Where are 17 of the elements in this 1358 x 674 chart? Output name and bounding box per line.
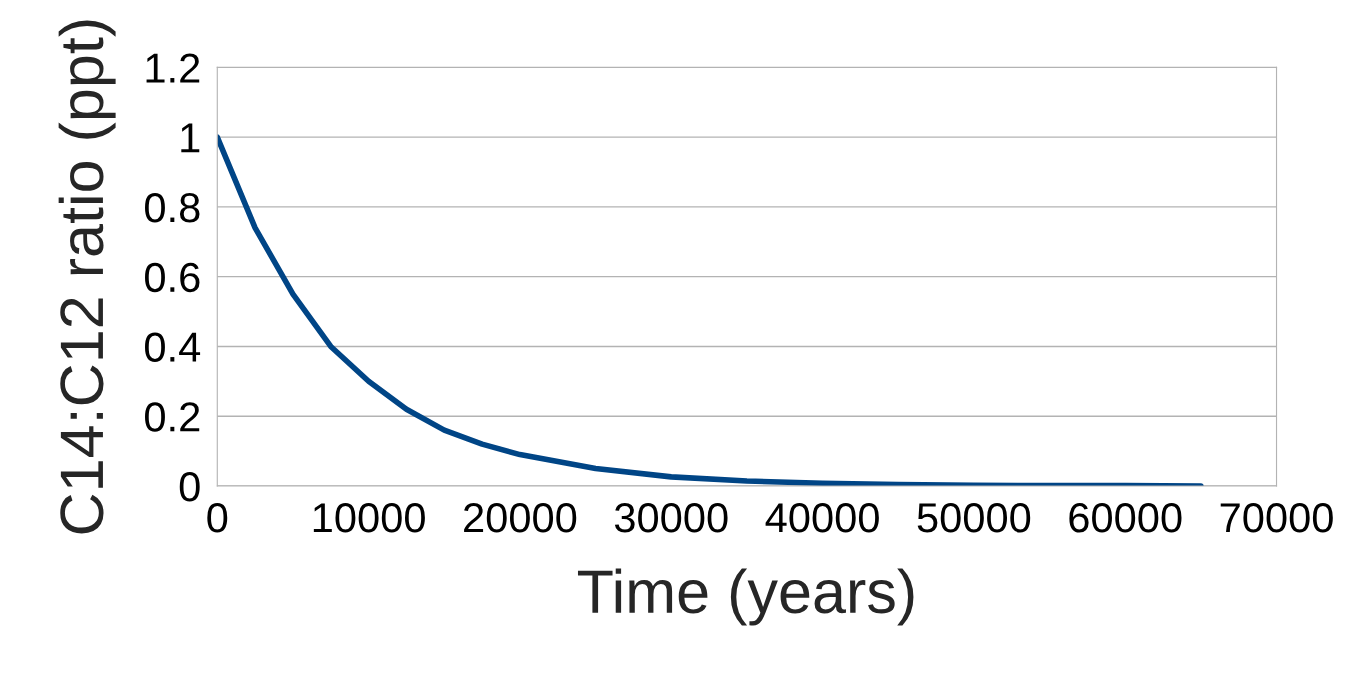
x-tick-label: 70000 [1220, 503, 1333, 533]
x-tick-label: 60000 [1069, 503, 1182, 533]
x-tick-label: 20000 [464, 503, 577, 533]
y-tick-label: 0.2 [145, 402, 200, 432]
y-tick-label: 0.8 [145, 192, 200, 223]
y-tick-label: 0.4 [145, 332, 201, 362]
x-axis-title: Time (years) [577, 568, 914, 626]
y-tick-label: 0 [179, 471, 200, 502]
x-tick-label: 40000 [765, 503, 879, 533]
x-tick-label: 10000 [313, 503, 425, 533]
x-tick-label: 0 [207, 503, 228, 533]
y-tick-label: 0.6 [145, 262, 200, 293]
y-axis-title: C14:C12 ratio (ppt) [58, 20, 116, 534]
x-tick-label: 50000 [917, 503, 1031, 533]
y-tick-label: 1 [181, 123, 200, 153]
y-tick-label: 1.2 [146, 53, 200, 83]
x-tick-label: 30000 [614, 503, 728, 533]
